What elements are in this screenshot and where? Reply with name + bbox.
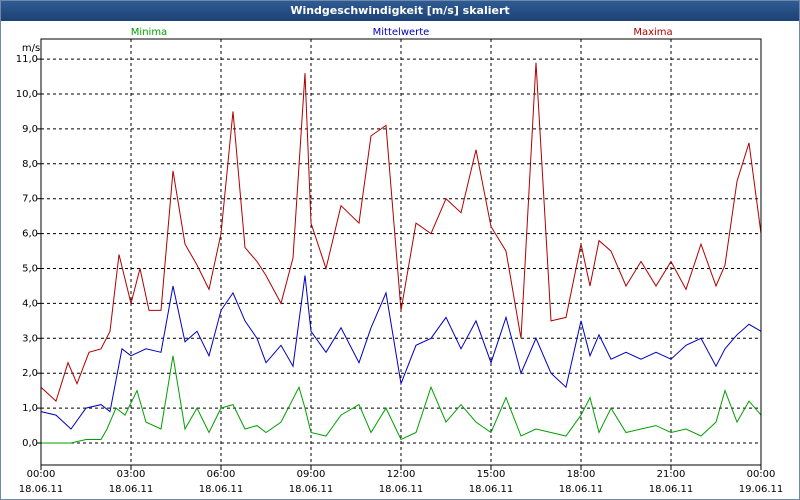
x-tick-label-date: 18.06.11 bbox=[19, 484, 64, 495]
series-line-maxima bbox=[40, 62, 762, 403]
x-tick-label-time: 18:00 bbox=[567, 469, 596, 480]
legend-entry-maxima: Maxima bbox=[633, 27, 672, 38]
y-tick-label: 10,0 bbox=[16, 89, 38, 100]
x-tick-label-date: 18.06.11 bbox=[109, 484, 154, 495]
x-tick-label-time: 06:00 bbox=[207, 469, 236, 480]
legend: Minima Mittelwerte Maxima bbox=[131, 27, 673, 38]
title-bar: Windgeschwindigkeit [m/s] skaliert bbox=[1, 1, 799, 21]
legend-entry-mittelwerte: Mittelwerte bbox=[373, 27, 430, 38]
x-tick-label-time: 21:00 bbox=[657, 469, 686, 480]
y-tick-label: 11,0 bbox=[16, 54, 38, 65]
y-tick-label: 8,0 bbox=[22, 159, 38, 170]
y-tick-label: 4,0 bbox=[22, 298, 38, 309]
series-lines bbox=[40, 62, 762, 444]
x-tick-label-time: 12:00 bbox=[387, 469, 416, 480]
y-tick-label: 3,0 bbox=[22, 333, 38, 344]
y-tick-label: 7,0 bbox=[22, 194, 38, 205]
y-tick-label: 9,0 bbox=[22, 124, 38, 135]
y-tick-label: 1,0 bbox=[22, 403, 38, 414]
y-tick-label: 2,0 bbox=[22, 368, 38, 379]
legend-entry-minima: Minima bbox=[131, 27, 167, 38]
series-line-mittelwerte bbox=[40, 275, 762, 430]
chart-title: Windgeschwindigkeit [m/s] skaliert bbox=[290, 4, 510, 17]
x-tick-label-time: 03:00 bbox=[117, 469, 146, 480]
series-line-minima bbox=[41, 355, 762, 444]
x-tick-label-time: 00:00 bbox=[27, 469, 56, 480]
y-axis-label: m/s bbox=[22, 43, 40, 54]
x-tick-label-date: 18.06.11 bbox=[469, 484, 514, 495]
axes: 0,0 1,0 2,0 3,0 4,0 5,0 6,0 7,0 8,0 9,0 10,0 11,0m/… bbox=[16, 38, 784, 495]
x-tick-label-time: 09:00 bbox=[297, 469, 326, 480]
x-tick-label-date: 18.06.11 bbox=[289, 484, 334, 495]
x-tick-label-date: 18.06.11 bbox=[649, 484, 694, 495]
y-tick-label: 6,0 bbox=[22, 229, 38, 240]
x-tick-label-time: 00:00 bbox=[747, 469, 776, 480]
x-tick-label-date: 18.06.11 bbox=[559, 484, 604, 495]
x-tick-label-date: 18.06.11 bbox=[379, 484, 424, 495]
x-tick-label-time: 15:00 bbox=[477, 469, 506, 480]
grid-lines bbox=[41, 39, 761, 465]
y-tick-label: 0,0 bbox=[22, 438, 38, 449]
y-tick-label: 5,0 bbox=[22, 264, 38, 275]
x-tick-label-date: 18.06.11 bbox=[199, 484, 244, 495]
x-tick-label-date: 19.06.11 bbox=[739, 484, 784, 495]
chart-plot: Minima Mittelwerte Maxima 0,0 1,0 2,0 3,0 4,0 5… bbox=[16, 27, 784, 495]
